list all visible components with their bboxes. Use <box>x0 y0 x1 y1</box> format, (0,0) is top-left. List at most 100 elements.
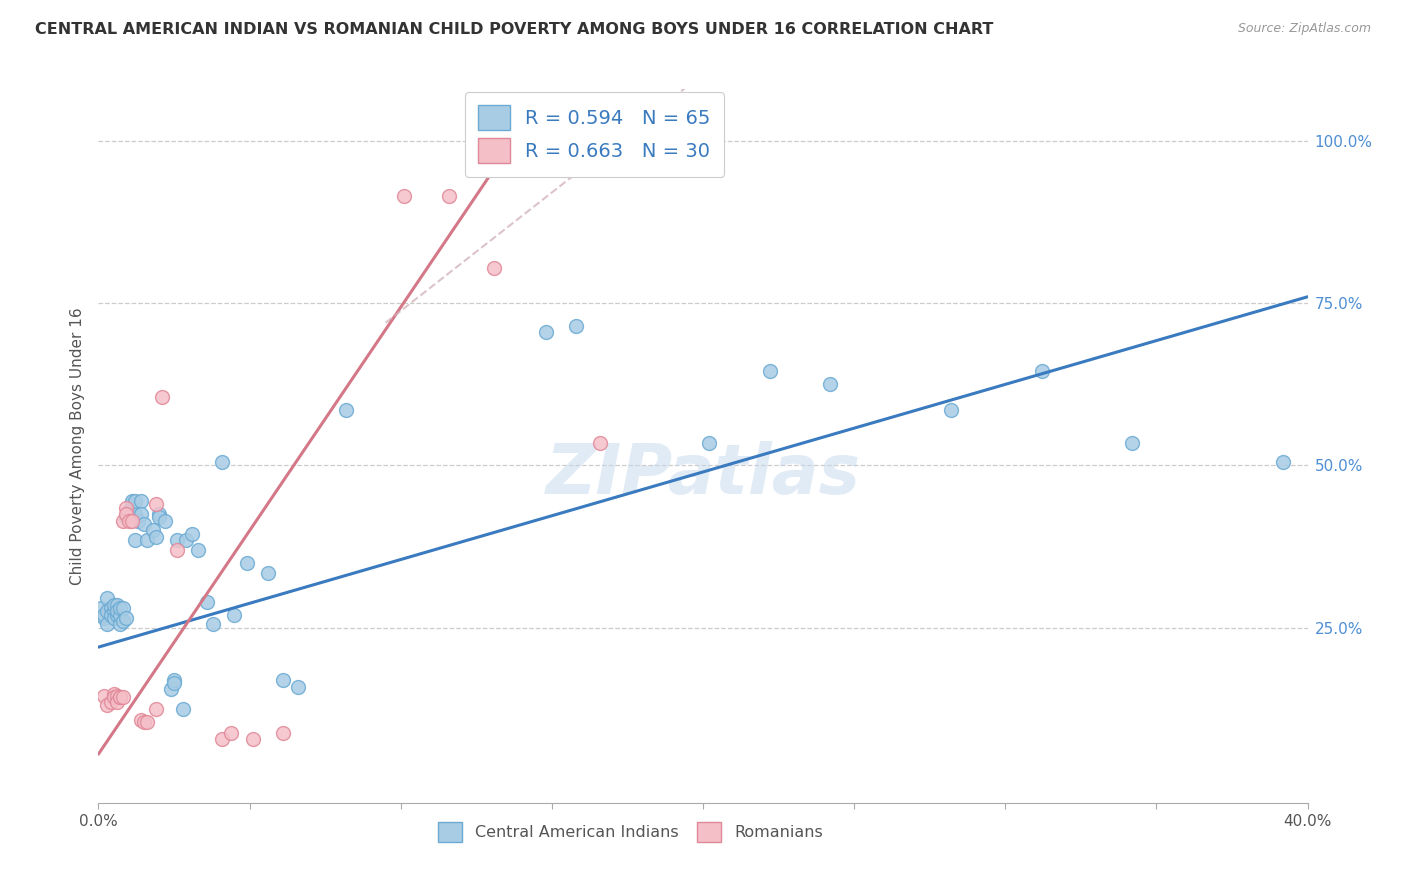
Point <box>103 604 125 618</box>
Point <box>100 601 122 615</box>
Point <box>484 260 506 275</box>
Point <box>132 714 155 729</box>
Point <box>127 514 149 528</box>
Point <box>105 689 128 703</box>
Point <box>697 435 720 450</box>
Point <box>96 617 118 632</box>
Point <box>195 595 218 609</box>
Point <box>103 598 125 612</box>
Point <box>124 494 146 508</box>
Point <box>256 566 278 580</box>
Point <box>142 524 165 538</box>
Point <box>818 377 841 392</box>
Point <box>153 514 176 528</box>
Point <box>96 698 118 713</box>
Point <box>1121 435 1143 450</box>
Point <box>221 725 243 739</box>
Point <box>121 507 143 521</box>
Point <box>129 494 152 508</box>
Point <box>939 403 962 417</box>
Point <box>166 542 188 557</box>
Point <box>100 607 122 622</box>
Point <box>166 533 188 547</box>
Point <box>172 702 194 716</box>
Point <box>103 611 125 625</box>
Point <box>108 607 131 622</box>
Point <box>121 514 143 528</box>
Point <box>121 497 143 511</box>
Point <box>129 507 152 521</box>
Point <box>211 732 233 747</box>
Point <box>224 607 246 622</box>
Point <box>148 507 170 521</box>
Point <box>271 725 294 739</box>
Point <box>1031 364 1053 378</box>
Point <box>287 681 309 695</box>
Point <box>135 714 157 729</box>
Point <box>103 687 125 701</box>
Point <box>121 494 143 508</box>
Point <box>150 390 173 404</box>
Point <box>111 601 134 615</box>
Text: Source: ZipAtlas.com: Source: ZipAtlas.com <box>1237 22 1371 36</box>
Point <box>242 732 264 747</box>
Point <box>124 533 146 547</box>
Point <box>437 189 460 203</box>
Legend: Central American Indians, Romanians: Central American Indians, Romanians <box>432 816 830 848</box>
Point <box>202 617 225 632</box>
Point <box>93 607 115 622</box>
Point <box>758 364 780 378</box>
Point <box>565 318 588 333</box>
Point <box>108 690 131 704</box>
Point <box>108 601 131 615</box>
Point <box>105 607 128 622</box>
Point <box>148 510 170 524</box>
Point <box>145 497 167 511</box>
Point <box>118 514 141 528</box>
Point <box>145 702 167 716</box>
Point <box>114 510 136 524</box>
Point <box>124 507 146 521</box>
Point <box>392 189 415 203</box>
Point <box>174 533 197 547</box>
Point <box>534 326 557 340</box>
Point <box>96 604 118 618</box>
Point <box>105 604 128 618</box>
Point <box>181 526 204 541</box>
Point <box>108 617 131 632</box>
Point <box>105 695 128 709</box>
Point <box>114 500 136 515</box>
Point <box>163 675 186 690</box>
Point <box>129 713 152 727</box>
Point <box>1272 455 1295 469</box>
Point <box>589 435 612 450</box>
Point <box>118 504 141 518</box>
Point <box>145 530 167 544</box>
Text: CENTRAL AMERICAN INDIAN VS ROMANIAN CHILD POVERTY AMONG BOYS UNDER 16 CORRELATIO: CENTRAL AMERICAN INDIAN VS ROMANIAN CHIL… <box>35 22 994 37</box>
Point <box>93 689 115 703</box>
Point <box>108 690 131 704</box>
Point <box>111 514 134 528</box>
Point <box>111 614 134 628</box>
Point <box>103 690 125 704</box>
Point <box>114 507 136 521</box>
Point <box>235 556 257 570</box>
Point <box>335 403 357 417</box>
Point <box>100 695 122 709</box>
Point <box>111 690 134 704</box>
Text: ZIPatlas: ZIPatlas <box>546 441 860 508</box>
Point <box>90 601 112 615</box>
Point <box>163 673 186 687</box>
Point <box>187 542 209 557</box>
Point <box>211 455 233 469</box>
Point <box>93 611 115 625</box>
Y-axis label: Child Poverty Among Boys Under 16: Child Poverty Among Boys Under 16 <box>69 307 84 585</box>
Point <box>114 611 136 625</box>
Point <box>135 533 157 547</box>
Point <box>160 682 183 697</box>
Point <box>118 504 141 518</box>
Point <box>105 598 128 612</box>
Point <box>271 673 294 687</box>
Point <box>132 516 155 531</box>
Point <box>96 591 118 606</box>
